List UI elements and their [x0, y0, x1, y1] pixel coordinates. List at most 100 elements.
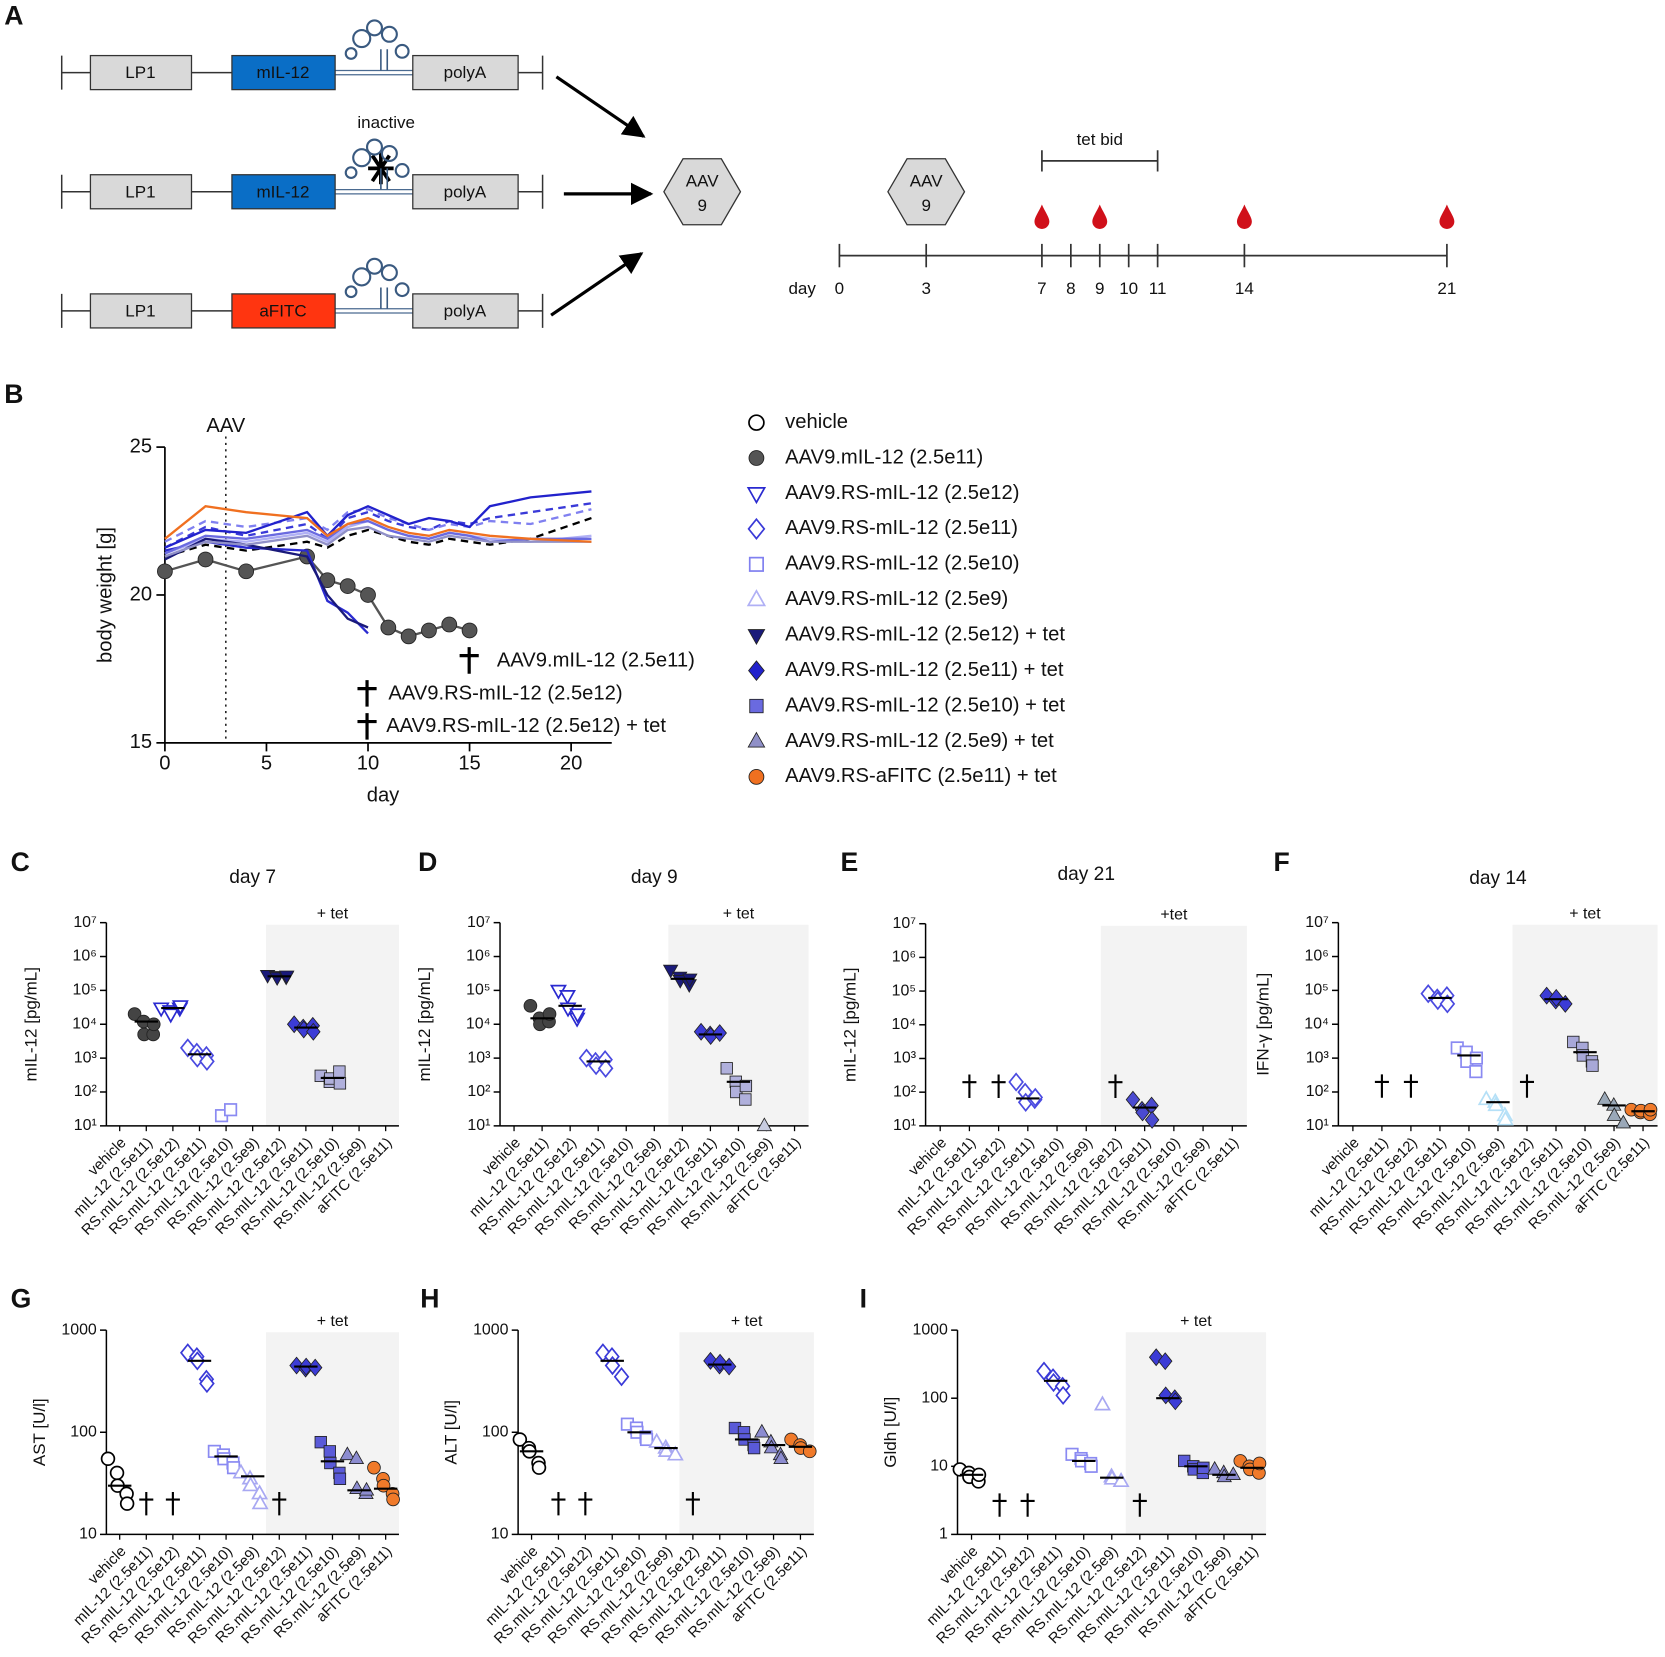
y-tick-label: 1000 [61, 1321, 97, 1338]
data-point [146, 1017, 161, 1032]
y-axis-label: Gldh [U/l] [881, 1397, 900, 1468]
treatment-label: tet bid [1077, 130, 1123, 149]
data-point [531, 1460, 547, 1475]
data-point [613, 1367, 630, 1387]
hairpin-stem [380, 168, 389, 190]
data-point [386, 1492, 400, 1507]
promoter-box [89, 174, 193, 210]
data-point [333, 1472, 347, 1485]
gene-box [231, 293, 336, 329]
terminator-box [412, 174, 519, 210]
vector-hexagon [887, 158, 966, 226]
deceased-marker [1020, 1493, 1035, 1517]
legend-marker [747, 517, 766, 540]
data-point [754, 1423, 770, 1438]
hairpin [344, 285, 358, 299]
series-point [441, 616, 458, 633]
y-tick-label: 1000 [912, 1321, 948, 1338]
chart-title: day 9 [631, 867, 678, 888]
hairpin [394, 163, 410, 178]
y-tick-label: 10¹ [467, 1117, 490, 1134]
legend-marker [748, 414, 765, 431]
legend-label: AAV9.RS-mIL-12 (2.5e11) + tet [785, 659, 1064, 681]
data-point [100, 1451, 116, 1467]
series-line [164, 540, 369, 635]
data-point [324, 1456, 337, 1470]
y-tick-label: 10⁶ [466, 948, 490, 965]
hairpin [365, 138, 384, 156]
legend-label: vehicle [785, 411, 848, 433]
gene-box [231, 174, 336, 210]
annotation: AAV9.RS-mIL-12 (2.5e12) + tet [386, 715, 666, 737]
series-line [164, 525, 592, 558]
series-line [164, 555, 470, 638]
gene-label: aFITC [259, 301, 306, 320]
panel-letter: B [4, 379, 23, 409]
data-point [1055, 1385, 1071, 1406]
hairpin [380, 25, 398, 43]
treatment-shading [265, 924, 399, 1126]
data-point [1469, 1065, 1483, 1079]
y-tick-label: 10⁵ [466, 982, 490, 999]
data-point [199, 1373, 215, 1394]
timeline-day: 11 [1149, 279, 1167, 298]
y-tick-label: 10⁴ [891, 1016, 916, 1033]
hairpin [344, 47, 358, 60]
y-axis-label: mIL-12 [pg/mL] [841, 968, 860, 1082]
y-axis-label: ALT [U/l] [442, 1400, 461, 1465]
panel-letter: G [11, 1283, 32, 1313]
deceased-marker [272, 1491, 287, 1516]
data-point [242, 1476, 260, 1492]
hairpin [352, 148, 372, 168]
legend-label: AAV9.RS-mIL-12 (2.5e9) [785, 588, 1008, 610]
deceased-marker [1519, 1074, 1535, 1098]
terminator-label: polyA [444, 182, 487, 201]
timeline-day: 8 [1066, 279, 1075, 298]
data-point [232, 1463, 250, 1479]
promoter-label: LP1 [125, 301, 155, 320]
series-line [164, 505, 592, 543]
data-point [756, 1117, 773, 1132]
data-point [666, 1445, 684, 1461]
shading-label: + tet [1180, 1313, 1212, 1330]
deceased-marker [685, 1491, 700, 1516]
shading-label: +tet [1160, 906, 1188, 923]
annotation: AAV9.RS-mIL-12 (2.5e12) [388, 682, 622, 704]
legend-label: AAV9.mIL-12 (2.5e11) [785, 446, 983, 468]
y-tick-label: 10³ [74, 1049, 97, 1066]
legend-marker [749, 698, 764, 714]
hairpin [394, 282, 410, 298]
series-point [197, 551, 214, 568]
promoter-box [89, 293, 193, 329]
promoter-label: LP1 [125, 63, 155, 82]
stem-line [335, 188, 413, 195]
y-tick-label: 10² [74, 1083, 97, 1100]
data-point [512, 1432, 528, 1447]
y-tick-label: 10⁷ [1305, 914, 1329, 931]
y-tick-label: 10⁵ [1304, 982, 1328, 999]
y-tick-label: 25 [130, 435, 152, 457]
deceased-marker [962, 1074, 977, 1098]
series-point [360, 587, 376, 603]
deceased-marker [1374, 1074, 1389, 1098]
data-point [648, 1432, 666, 1448]
series-line [164, 502, 592, 549]
y-tick-label: 15 [130, 731, 152, 753]
data-point [1027, 1087, 1044, 1108]
data-point [1615, 1114, 1632, 1129]
annotation: AAV9.mIL-12 (2.5e11) [497, 649, 695, 671]
timeline-day: 7 [1037, 279, 1046, 298]
data-point [367, 1460, 381, 1475]
data-point [720, 1062, 733, 1075]
data-point [1225, 1466, 1242, 1481]
treatment-shading [1100, 925, 1247, 1126]
y-axis-label: body weight [g] [95, 527, 117, 663]
timeline-day: 21 [1437, 279, 1456, 298]
data-point [747, 1441, 761, 1455]
deceased-marker [139, 1491, 154, 1516]
shading-label: + tet [1569, 905, 1601, 922]
data-point [1539, 986, 1554, 1005]
chart-title: day 14 [1469, 868, 1527, 889]
deceased-marker [991, 1074, 1006, 1098]
data-point [1586, 1059, 1599, 1072]
